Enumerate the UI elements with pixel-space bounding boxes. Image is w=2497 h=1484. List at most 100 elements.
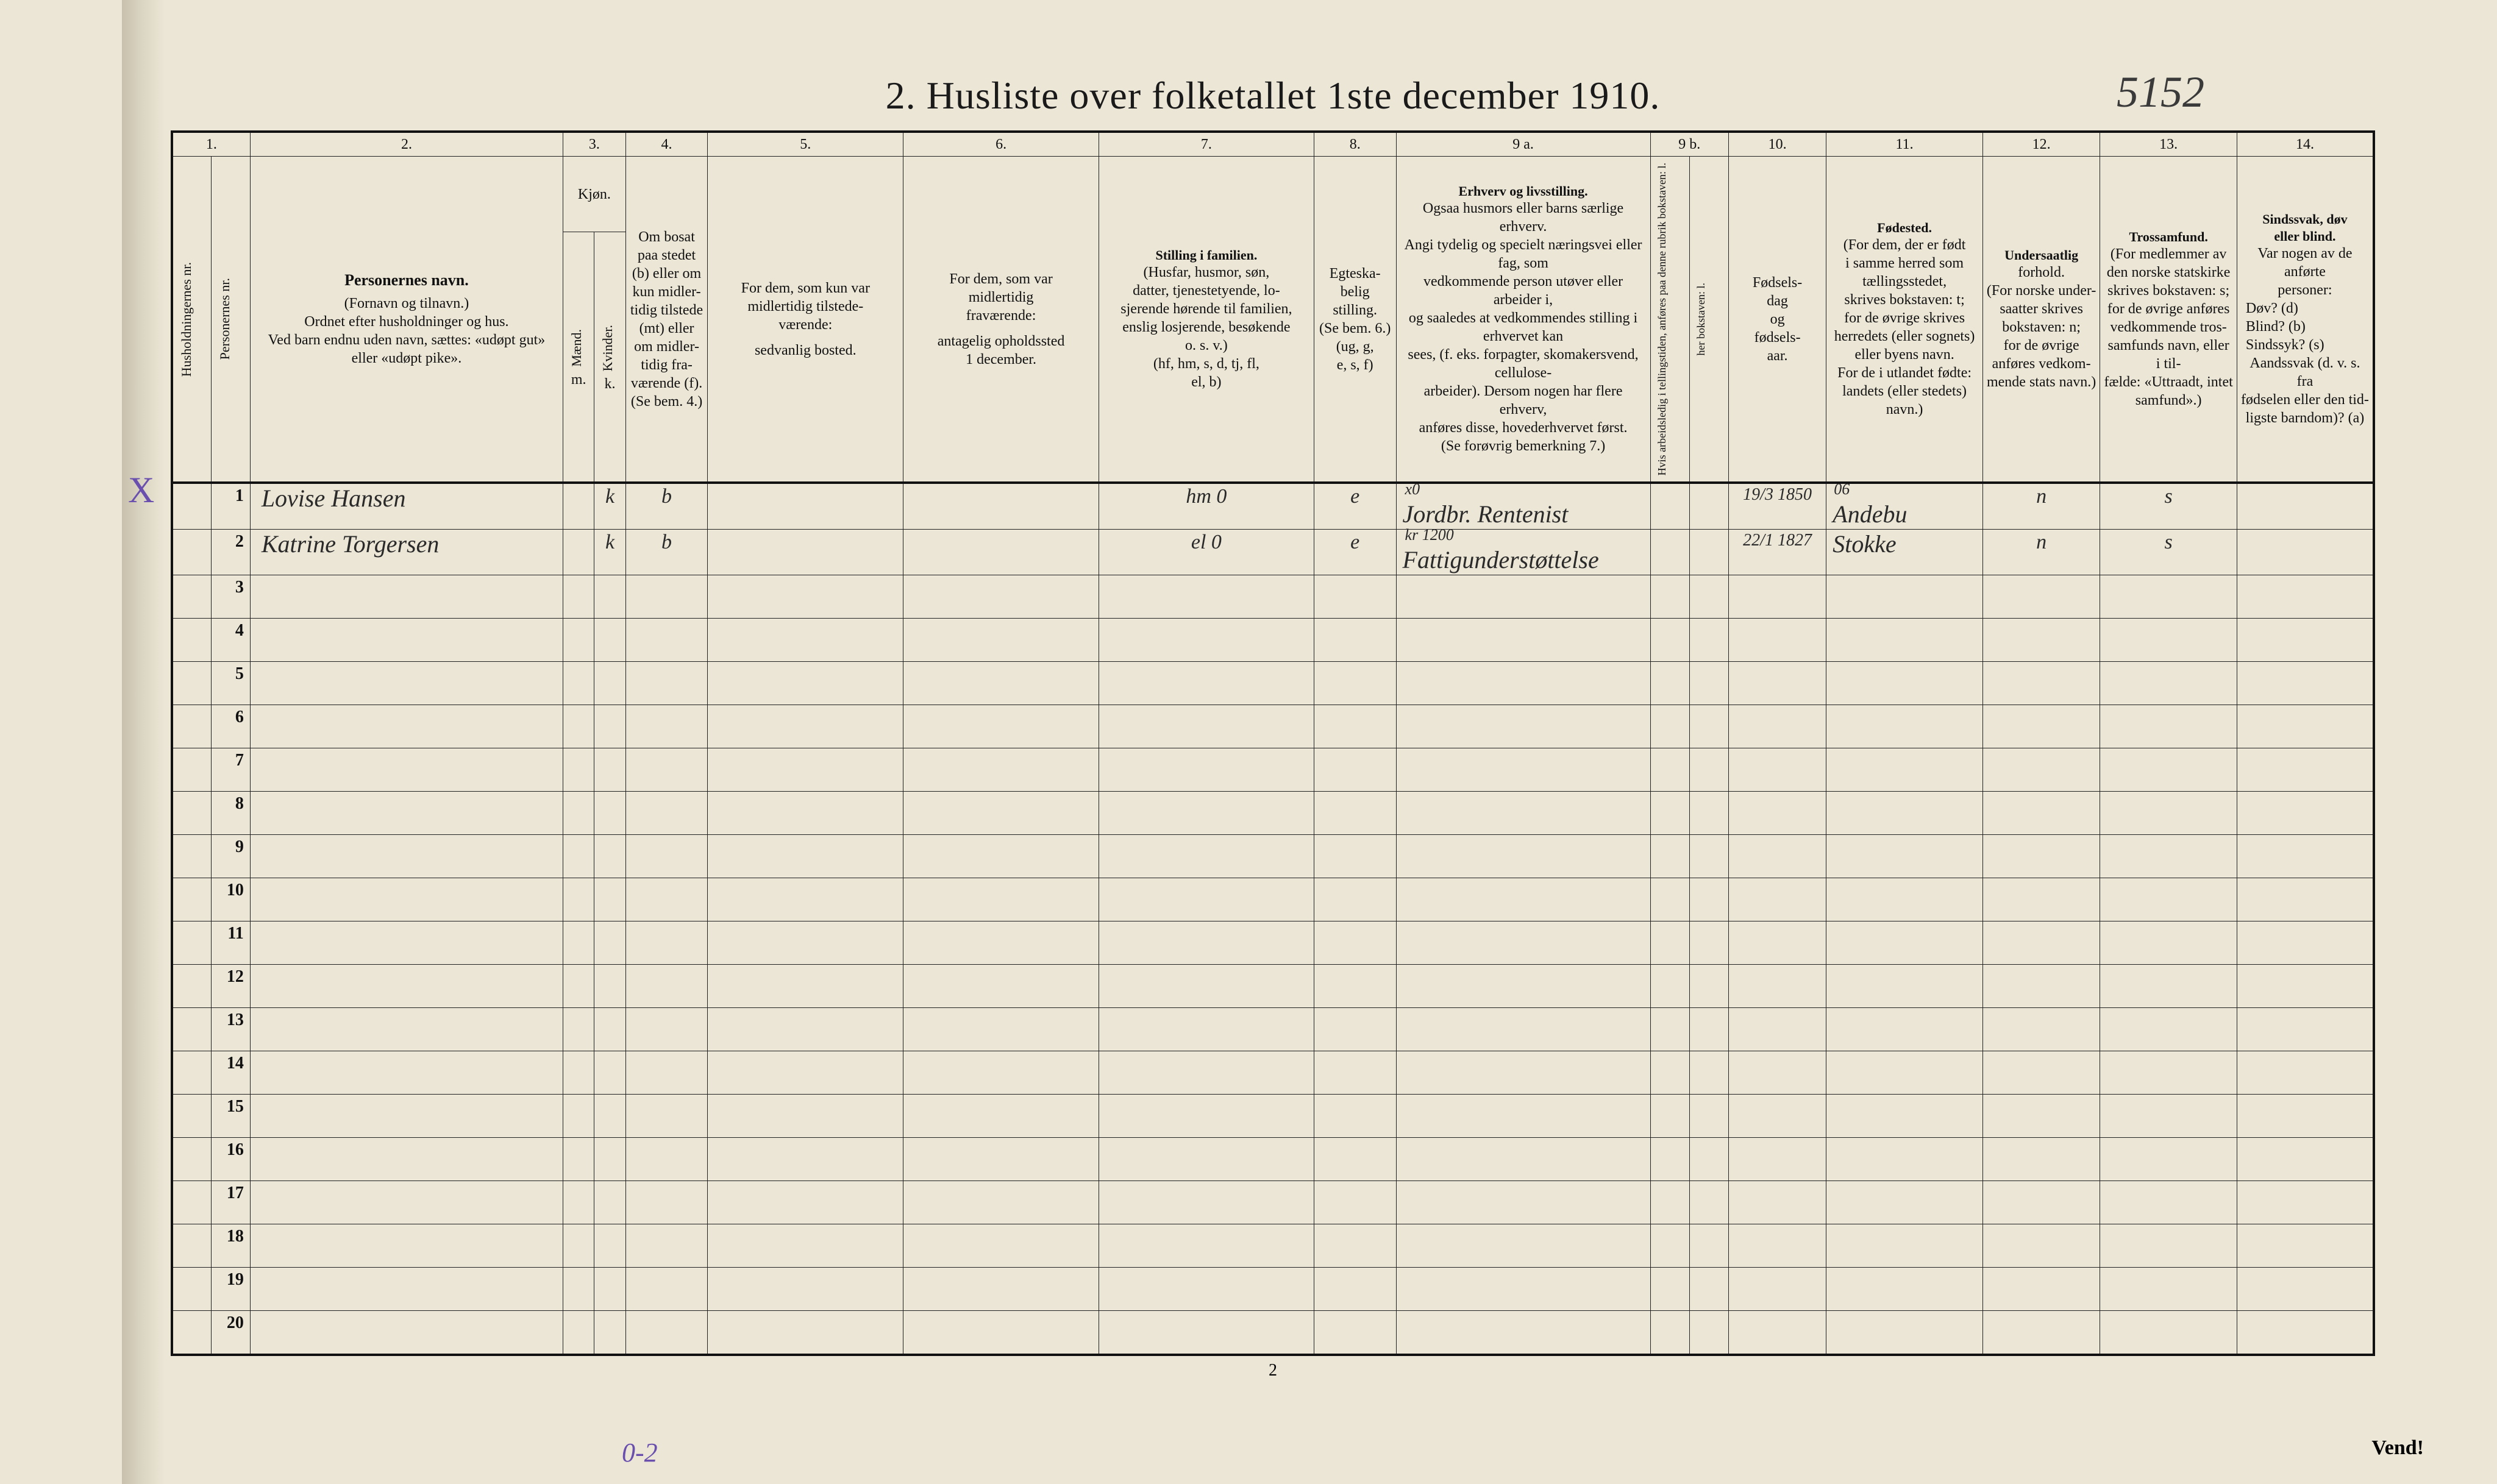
- cell-blank: [1982, 1008, 2100, 1051]
- head-1: Husholdningernes nr.: [172, 157, 211, 483]
- cell-blank: [708, 1268, 903, 1311]
- cell-blank: [1396, 575, 1650, 619]
- cell-blank: [1982, 835, 2100, 878]
- cell-blank: [625, 1095, 708, 1138]
- cell-blank: [2237, 835, 2374, 878]
- colnum-6: 6.: [903, 132, 1099, 157]
- cell-household: [172, 921, 211, 965]
- cell-blank: [1728, 1224, 1826, 1268]
- cell-person-no: 15: [211, 1095, 250, 1138]
- cell-blank: [708, 835, 903, 878]
- head-2-l4: eller «udøpt pike».: [254, 349, 559, 367]
- cell-family-pos: hm 0: [1099, 483, 1314, 530]
- cell-blank: [625, 1224, 708, 1268]
- cell-blank: [625, 1008, 708, 1051]
- colnum-8: 8.: [1314, 132, 1396, 157]
- cell-blank: [625, 1181, 708, 1224]
- cell-blank: [1396, 921, 1650, 965]
- cell-blank: [1826, 792, 1983, 835]
- cell-blank: [1826, 921, 1983, 965]
- cell-blank: [1650, 792, 1689, 835]
- cell-blank: [1396, 1181, 1650, 1224]
- table-row: 15: [172, 1095, 2374, 1138]
- h6-l4: 1 december.: [907, 350, 1095, 369]
- h10-l2: og: [1733, 310, 1822, 328]
- cell-blank: [2100, 619, 2237, 662]
- cell-blank: [1650, 662, 1689, 705]
- head-2-l2: Ordnet efter husholdninger og hus.: [254, 313, 559, 331]
- h9-l4: og saaledes at vedkommendes stilling i e…: [1400, 309, 1647, 346]
- cell-blank: [1982, 1138, 2100, 1181]
- cell-blank: [1396, 1051, 1650, 1095]
- h12-l1: forhold.: [1987, 263, 2096, 282]
- cell-blank: [1099, 1268, 1314, 1311]
- cell-blank: [1826, 575, 1983, 619]
- table-row: 4: [172, 619, 2374, 662]
- cell-household: [172, 1224, 211, 1268]
- cell-blank: [1099, 792, 1314, 835]
- table-head: 1. 2. 3. 4. 5. 6. 7. 8. 9 a. 9 b. 10. 11…: [172, 132, 2374, 483]
- cell-blank: [2100, 1268, 2237, 1311]
- cell-person-no: 14: [211, 1051, 250, 1095]
- cell-marital: e: [1314, 530, 1396, 575]
- cell-blank: [2237, 1224, 2374, 1268]
- colnum-1: 1.: [172, 132, 250, 157]
- cell-marital: e: [1314, 483, 1396, 530]
- cell-blank: [594, 878, 625, 921]
- cell-blank: [1826, 1268, 1983, 1311]
- cell-blank: [2100, 575, 2237, 619]
- cell-household: [172, 1138, 211, 1181]
- h7-l2: datter, tjenestetyende, lo-: [1103, 282, 1310, 300]
- cell-blank: [1099, 705, 1314, 748]
- cell-blank: [1396, 835, 1650, 878]
- table-row: 10: [172, 878, 2374, 921]
- cell-blank: [250, 878, 563, 921]
- cell-blank: [563, 1138, 594, 1181]
- h11-l10: navn.): [1830, 400, 1979, 419]
- h13-l7: fælde: «Uttraadt, intet: [2104, 373, 2233, 391]
- cell-blank: [1728, 878, 1826, 921]
- cell-disability: [2237, 530, 2374, 575]
- cell-household: [172, 1311, 211, 1355]
- cell-household: [172, 792, 211, 835]
- h7-l6: (hf, hm, s, d, tj, fl,: [1103, 355, 1310, 373]
- cell-household: [172, 619, 211, 662]
- book-spine-shadow: [122, 0, 165, 1484]
- cell-blank: [2100, 1181, 2237, 1224]
- cell-blank: [2100, 748, 2237, 792]
- cell-blank: [250, 1224, 563, 1268]
- cell-blank: [1314, 835, 1396, 878]
- cell-blank: [1314, 1008, 1396, 1051]
- cell-blank: [1396, 662, 1650, 705]
- h14-l9: ligste barndom)? (a): [2241, 409, 2369, 427]
- h12-l2: (For norske under-: [1987, 282, 2096, 300]
- h3m-l: Mænd.: [567, 325, 586, 371]
- cell-blank: [1728, 705, 1826, 748]
- cell-blank: [563, 619, 594, 662]
- colnum-4: 4.: [625, 132, 708, 157]
- cell-blank: [594, 619, 625, 662]
- h11-l8: For de i utlandet fødte:: [1830, 364, 1979, 382]
- cell-blank: [2100, 1311, 2237, 1355]
- h13-l2: den norske statskirke: [2104, 263, 2233, 282]
- cell-blank: [1728, 965, 1826, 1008]
- h12-l3: saatter skrives: [1987, 300, 2096, 318]
- h11-l3: tællingsstedet,: [1830, 272, 1979, 291]
- cell-household: [172, 705, 211, 748]
- colnum-3: 3.: [563, 132, 626, 157]
- cell-blank: [625, 662, 708, 705]
- h11-l9: landets (eller stedets): [1830, 382, 1979, 400]
- cell-blank: [1826, 1181, 1983, 1224]
- h3m-abbr: m.: [567, 371, 590, 389]
- cell-blank: [1396, 965, 1650, 1008]
- cell-household: [172, 1051, 211, 1095]
- cell-blank: [250, 1008, 563, 1051]
- cell-person-no: 17: [211, 1181, 250, 1224]
- cell-household: [172, 1095, 211, 1138]
- cell-blank: [1826, 965, 1983, 1008]
- head-3-k: Kvinder. k.: [594, 232, 625, 483]
- cell-blank: [1396, 878, 1650, 921]
- cell-blank: [903, 748, 1099, 792]
- cell-person-no: 1: [211, 483, 250, 530]
- cell-blank: [594, 792, 625, 835]
